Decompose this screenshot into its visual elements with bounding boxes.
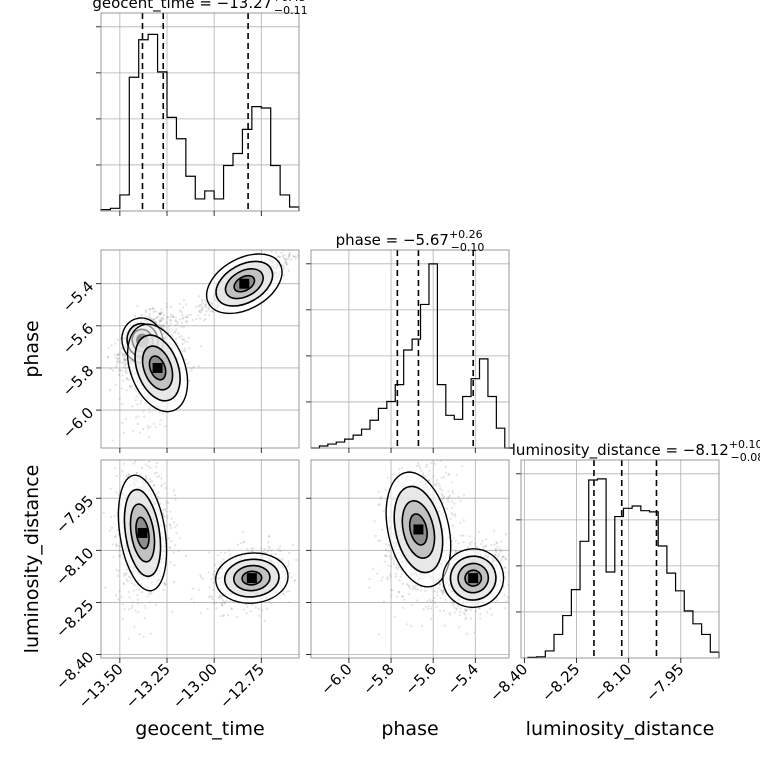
y-tick-label: −8.10 <box>52 544 97 589</box>
histogram-geocent_time <box>100 33 300 211</box>
x-tick-label: −8.10 <box>590 660 635 705</box>
title-plus: +0.45 <box>272 0 306 4</box>
x-tick-label: −8.25 <box>538 660 583 705</box>
y-tick-label: −7.95 <box>52 492 97 537</box>
x-tick-label: −7.95 <box>642 660 687 705</box>
histogram-panel-phase: phase = −5.67+0.26 −0.10 <box>306 228 514 449</box>
x-tick-label: −6.0 <box>317 660 355 698</box>
density-peak <box>137 527 148 538</box>
title-minus: −0.11 <box>274 4 308 17</box>
x-tick-label: −5.6 <box>402 660 440 698</box>
title-median: luminosity_distance = −8.12 <box>512 441 729 460</box>
y-tick-label: −5.6 <box>59 319 97 357</box>
panel-frame <box>100 12 300 212</box>
title-median: phase = −5.67 <box>336 231 449 249</box>
panel-frame <box>310 459 510 659</box>
histogram-phase <box>311 263 514 449</box>
panel-title-geocent_time: geocent_time = −13.27+0.45−0.11 <box>92 0 307 17</box>
x-axis-label-geocent_time: geocent_time <box>135 718 264 740</box>
joint-panel-luminosity_distance-vs-phase <box>310 459 510 659</box>
x-tick-label: −8.40 <box>486 660 531 705</box>
density-peak <box>152 362 163 373</box>
y-tick-label: −8.25 <box>52 596 97 641</box>
panel-frame <box>310 249 510 449</box>
panel-frame <box>100 249 300 449</box>
x-tick-label: −12.75 <box>216 660 268 712</box>
panel-title-luminosity_distance: luminosity_distance = −8.12+0.10−0.08 <box>512 438 760 464</box>
y-axis-label-luminosity_distance: luminosity_distance <box>21 465 43 654</box>
title-minus: −0.08 <box>731 451 760 464</box>
histogram-panel-luminosity_distance: luminosity_distance = −8.12+0.10−0.08 <box>512 438 760 659</box>
title-minus: −0.10 <box>451 241 485 254</box>
panel-frame <box>100 459 300 659</box>
title-plus: +0.26 <box>449 228 483 241</box>
density-peak <box>468 573 479 584</box>
title-median: geocent_time = −13.27 <box>92 0 272 13</box>
joint-content <box>311 460 509 658</box>
x-tick-label: −13.25 <box>122 660 174 712</box>
y-tick-label: −5.4 <box>59 277 97 315</box>
histogram-luminosity_distance <box>527 478 720 659</box>
title-plus: +0.10 <box>729 438 760 451</box>
joint-content <box>101 460 299 658</box>
x-tick-label: −5.4 <box>444 660 482 698</box>
density-peak <box>413 524 424 535</box>
histogram-panel-geocent_time: geocent_time = −13.27+0.45−0.11 <box>92 0 308 212</box>
x-axis-label-luminosity_distance: luminosity_distance <box>526 718 715 740</box>
density-peak <box>246 573 257 584</box>
joint-content <box>101 250 299 448</box>
joint-panel-phase-vs-geocent_time <box>100 249 300 449</box>
panel-title-phase: phase = −5.67+0.26 −0.10 <box>336 228 485 254</box>
y-tick-label: −6.0 <box>59 404 97 442</box>
x-tick-label: −13.00 <box>169 660 221 712</box>
x-tick-label: −5.8 <box>359 660 397 698</box>
density-peak <box>239 278 250 289</box>
x-axis-label-phase: phase <box>381 718 438 740</box>
y-tick-label: −5.8 <box>59 362 97 400</box>
panel-frame <box>520 459 720 659</box>
joint-panel-luminosity_distance-vs-geocent_time <box>100 459 300 659</box>
y-axis-label-phase: phase <box>21 320 43 377</box>
